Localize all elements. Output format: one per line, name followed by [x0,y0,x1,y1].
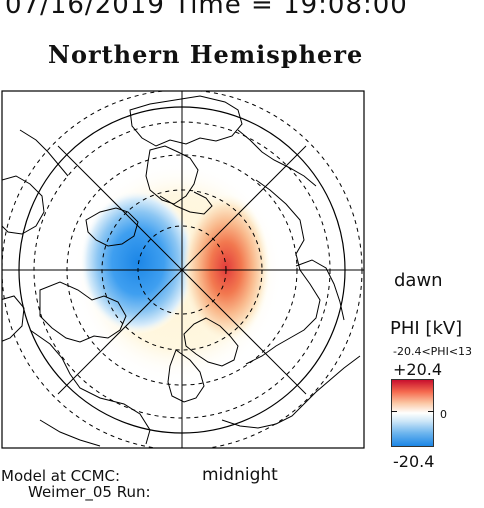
colorbar-zero-tick-right [428,411,434,412]
coastlines [2,95,361,447]
dusk-cell [80,190,196,334]
map-frame [1,90,365,449]
colorbar-zero-tick-left [391,411,397,412]
colorbar-zero-label: 0 [440,408,447,421]
colorbar [391,379,434,447]
colorbar-min-label: -20.4 [393,452,435,471]
run-label: Weimer_05 Run: [28,483,151,501]
colorbar-title: PHI [kV] [390,318,463,339]
timestamp: 07/16/2019 Time = 19:08:00 [5,0,408,20]
colorbar-range: -20.4<PHI<13 [393,345,473,358]
page-title: Northern Hemisphere [48,40,364,69]
colorbar-max-label: +20.4 [393,360,443,379]
midnight-label: midnight [202,465,278,485]
dawn-label: dawn [394,270,443,291]
model-label: Model at CCMC: [1,467,121,485]
meridian-lines [2,91,364,448]
